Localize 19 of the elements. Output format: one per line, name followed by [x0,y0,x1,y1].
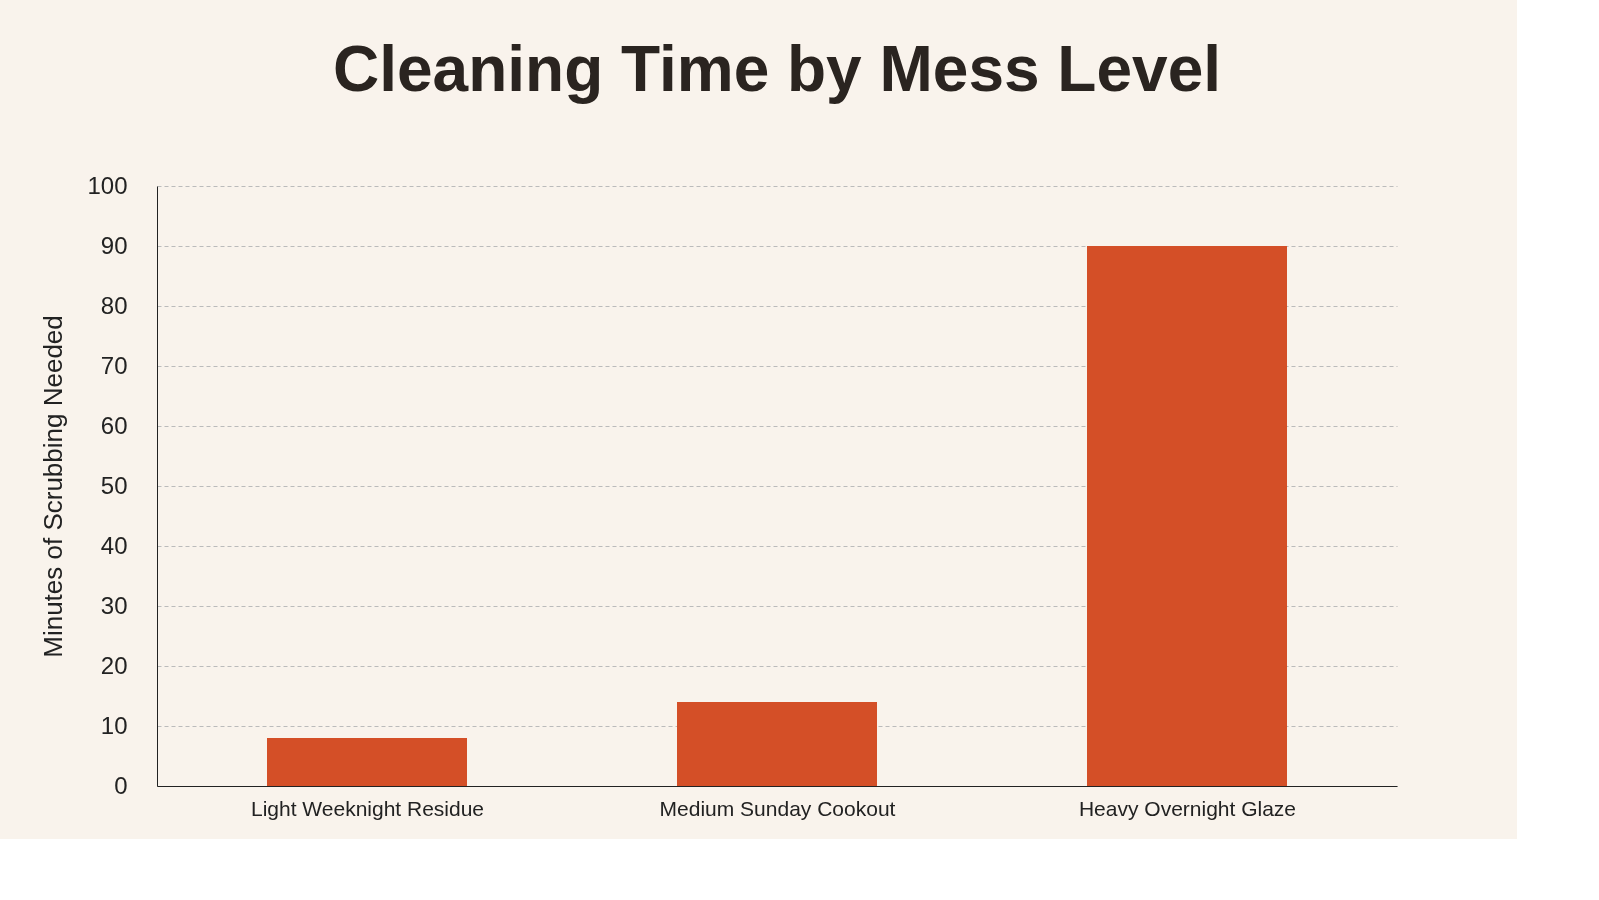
bar [677,702,877,786]
x-tick-label: Heavy Overnight Glaze [1078,796,1297,820]
y-tick-label: 80 [100,291,128,319]
y-tick-label: 50 [100,471,128,499]
chart-title: Cleaning Time by Mess Level [332,33,1222,105]
y-tick-label: 60 [100,411,128,439]
y-tick-label: 90 [100,231,128,259]
x-tick-label: Medium Sunday Cookout [659,796,896,820]
y-tick-label: 10 [100,711,128,739]
y-axis-title: Minutes of Scrubbing Needed [38,315,69,658]
y-tick-label: 40 [100,531,128,559]
x-tick-label: Light Weeknight Residue [250,796,485,820]
y-tick-label: 20 [100,651,128,679]
bar [267,738,467,786]
bar [1087,246,1287,786]
y-tick-label: 0 [114,771,128,799]
y-tick-label: 100 [87,171,128,199]
y-tick-label: 30 [100,591,128,619]
y-tick-label: 70 [100,351,128,379]
